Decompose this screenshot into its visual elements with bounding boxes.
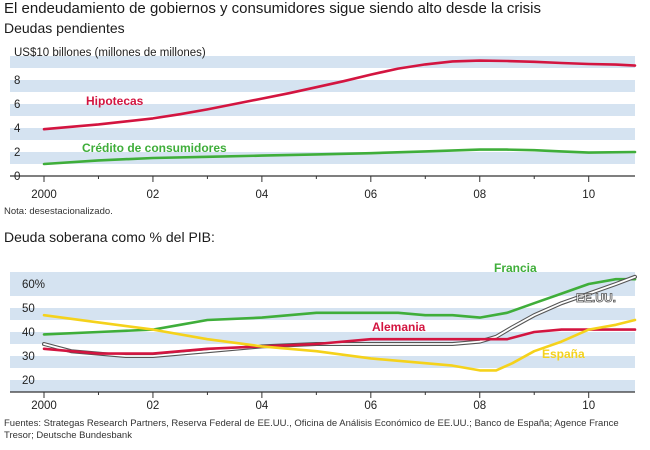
series-line-francia (42, 277, 637, 336)
y-tick-label: 2 (14, 147, 20, 159)
top-chart-subtitle: Deudas pendientes (4, 20, 125, 36)
series-label: EE.UU. (576, 291, 616, 305)
x-tick-label: 06 (364, 400, 377, 412)
y-axis-label: US$10 billones (millones de millones) (14, 47, 206, 59)
page-title: El endeudamiento de gobiernos y consumid… (4, 0, 541, 17)
series-label: Crédito de consumidores (82, 141, 227, 155)
grid-band (10, 152, 635, 164)
series-label: Alemania (372, 320, 426, 334)
grid-band (10, 380, 635, 392)
grid-band (10, 272, 635, 296)
x-tick-label: 10 (582, 189, 595, 201)
x-tick-label: 04 (255, 400, 268, 412)
x-tick-label: 10 (582, 400, 595, 412)
y-tick-label: 50 (22, 303, 35, 315)
bottom-chart-subtitle: Deuda soberana como % del PIB: (4, 229, 215, 245)
grid-band (10, 104, 635, 116)
x-tick-label: 08 (473, 400, 486, 412)
series-label: España (542, 347, 585, 361)
grid-band (10, 56, 635, 68)
y-tick-label: 0 (14, 171, 20, 183)
sources-note: Fuentes: Strategas Research Partners, Re… (4, 418, 619, 441)
series-line-credito (42, 148, 637, 166)
y-tick-label: 6 (14, 99, 20, 111)
series-line-espana (42, 313, 637, 372)
x-tick-label: 02 (147, 400, 160, 412)
x-tick-label: 04 (255, 189, 268, 201)
series-label: Hipotecas (86, 94, 144, 108)
y-tick-label: 8 (14, 75, 20, 87)
grid-band (10, 356, 635, 368)
x-tick-label: 2000 (31, 189, 57, 201)
y-tick-label: 20 (22, 375, 35, 387)
series-line-hipotecas (42, 59, 637, 131)
series-label: Francia (494, 261, 537, 275)
y-tick-label: 4 (14, 123, 21, 135)
series-line-eeuu (43, 275, 636, 357)
series-line-alemania (42, 328, 637, 355)
x-tick-label: 02 (147, 189, 160, 201)
x-tick-label: 2000 (31, 400, 57, 412)
grid-band (10, 128, 635, 140)
x-tick-label: 06 (364, 189, 377, 201)
x-tick-label: 08 (473, 189, 486, 201)
y-tick-label: 60% (22, 279, 45, 291)
y-tick-label: 40 (22, 327, 35, 339)
y-tick-label: 30 (22, 351, 35, 363)
chart-note: Nota: desestacionalizado. (4, 206, 113, 217)
